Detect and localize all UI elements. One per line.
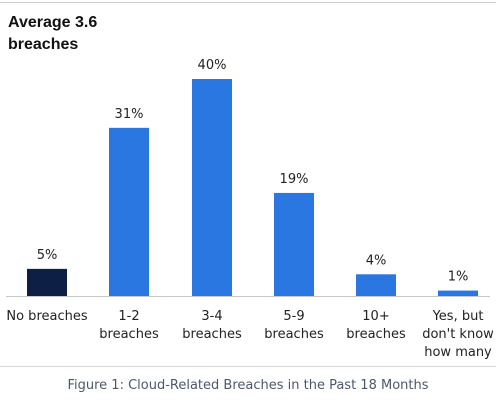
bar-0 [27,268,67,296]
category-label-line: 3-4 [201,309,222,324]
value-label-3: 19% [280,172,309,187]
category-labels-group: No breaches 1-2 breaches 3-4 breaches 5-9 brea… [6,309,494,360]
chart-title: Average 3.6 breaches [8,14,98,53]
value-label-4: 4% [366,253,387,268]
category-label-2: 3-4 breaches [182,309,242,342]
category-label-line: breaches [99,327,159,342]
category-label-line: Yes, but [432,309,484,324]
top-divider [0,2,496,3]
category-label-0: No breaches [6,309,87,324]
bar-chart: 5%31%40%19%4%1% No breaches 1-2 breaches3-… [6,58,494,360]
value-label-0: 5% [37,248,58,263]
value-labels-group: 5% 31% 40% 19% 4% 1% [37,58,469,285]
bar-3 [274,192,314,296]
bars-group [27,79,478,296]
bar-1 [109,127,149,296]
caption-divider [0,366,496,367]
category-label-line: breaches [182,327,242,342]
category-label-line: 10+ [362,309,389,324]
category-label-5: Yes, but don't know how many [422,309,494,360]
category-label-line: breaches [346,327,406,342]
category-label-line: don't know [422,327,494,342]
bar-2 [192,79,232,296]
category-label-4: 10+ breaches [346,309,406,342]
category-label-3: 5-9 breaches [264,309,324,342]
category-label-line: breaches [264,327,324,342]
category-label-line: how many [424,345,492,360]
category-label-line: 1-2 [118,309,139,324]
category-label-line: No breaches [6,309,87,324]
value-label-1: 31% [115,107,144,122]
bar-5 [438,290,478,296]
value-label-5: 1% [448,270,469,285]
figure-caption: Figure 1: Cloud-Related Breaches in the … [67,378,429,393]
bar-4 [356,274,396,296]
category-label-line: 5-9 [283,309,304,324]
category-label-1: 1-2 breaches [99,309,159,342]
value-label-2: 40% [198,58,227,73]
